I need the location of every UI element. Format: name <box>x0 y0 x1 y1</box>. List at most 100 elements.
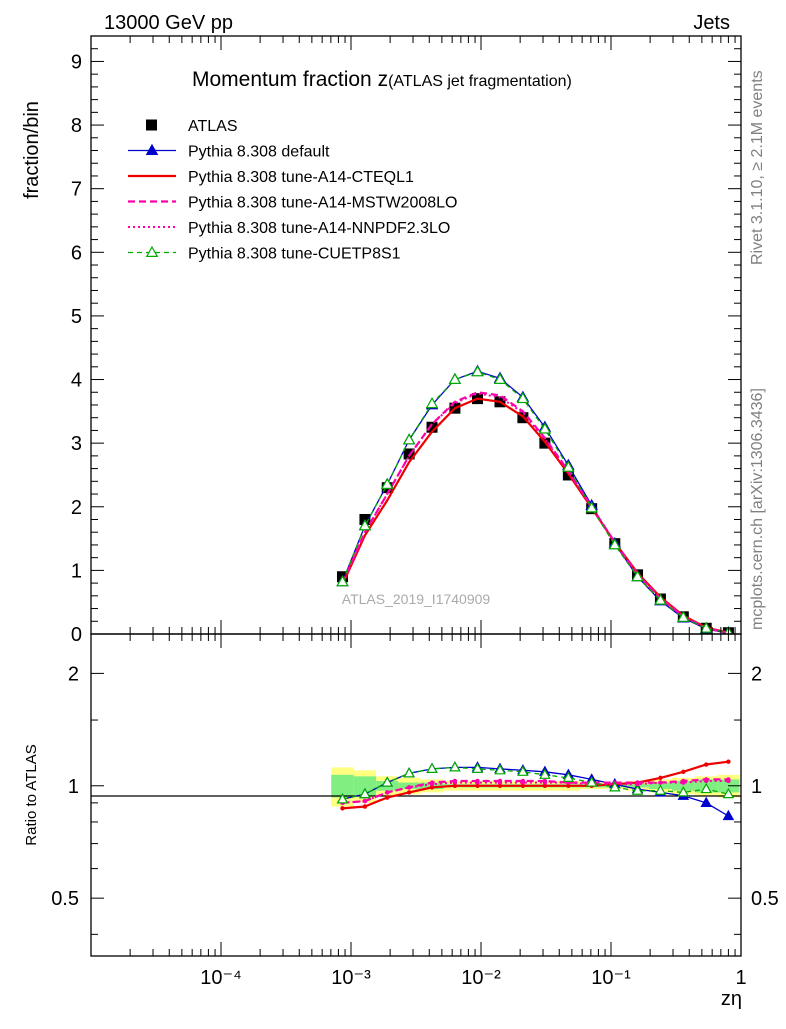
pythia-8-308-tune-a14-nnpdf2-3lo-ratio-point <box>658 780 663 785</box>
analysis-watermark: ATLAS_2019_I1740909 <box>342 591 491 607</box>
pythia-8-308-tune-a14-cteql1-ratio-point <box>566 783 571 788</box>
pythia-8-308-tune-cuetp8s1-point <box>699 621 713 633</box>
pythia-8-308-tune-a14-nnpdf2-3lo-ratio-point <box>681 780 686 785</box>
pythia-8-308-tune-a14-nnpdf2-3lo-ratio-point <box>452 780 458 785</box>
pythia-8-308-tune-cuetp8s1-point <box>677 610 690 622</box>
pythia-8-308-tune-cuetp8s1-ratio-point <box>677 786 690 797</box>
pythia-8-308-tune-a14-nnpdf2-3lo-ratio-point <box>475 780 480 785</box>
x-tick-label: 10⁻³ <box>331 967 371 989</box>
pythia-8-308-tune-cuetp8s1-point <box>631 570 644 582</box>
ratio-series-layer <box>336 759 735 821</box>
pythia-8-308-tune-cuetp8s1-ratio-point <box>654 784 667 795</box>
chart-title: Momentum fraction z(ATLAS jet fragmentat… <box>192 68 572 91</box>
pythia-8-308-tune-a14-cteql1-line <box>341 397 729 634</box>
main-y-tick-label: 0 <box>71 624 82 646</box>
pythia-8-308-tune-a14-cteql1-ratio-point <box>497 783 503 788</box>
pythia-8-308-tune-a14-mstw2008lo-ratio-line <box>342 778 729 804</box>
legend-label-pythia-8-308-tune-a14-nnpdf2-3lo: Pythia 8.308 tune-A14-NNPDF2.3LO <box>188 220 450 237</box>
main-y-tick-label: 9 <box>71 51 82 73</box>
legend-label-pythia-8-308-tune-a14-mstw2008lo: Pythia 8.308 tune-A14-MSTW2008LO <box>188 195 457 212</box>
chart-title-sub: (ATLAS jet fragmentation) <box>388 73 572 90</box>
pythia-8-308-tune-a14-cteql1-ratio-line <box>342 760 729 810</box>
pythia-8-308-tune-cuetp8s1-ratio-point <box>403 767 415 778</box>
legend-label-pythia-8-308-tune-cuetp8s1: Pythia 8.308 tune-CUETP8S1 <box>188 246 401 263</box>
ratio-panel-frame <box>90 633 742 957</box>
legend-label-pythia-8-308-tune-a14-cteql1: Pythia 8.308 tune-A14-CTEQL1 <box>188 169 414 186</box>
pythia-8-308-default-ratio-point <box>722 809 735 821</box>
rivet-label: Rivet 3.1.10, ≥ 2.1M events <box>749 70 766 265</box>
pythia-8-308-tune-cuetp8s1-ratio-point <box>336 793 349 804</box>
main-y-tick-label: 4 <box>71 370 82 392</box>
main-y-tick-label: 6 <box>71 242 82 264</box>
legend-marker-atlas <box>146 119 157 131</box>
header-right: Jets <box>693 12 730 34</box>
ratio-y-tick-label-left: 1 <box>68 776 79 798</box>
legend: ATLAS Pythia 8.308 default Pythia 8.308 tu… <box>128 118 457 263</box>
pythia-8-308-tune-cuetp8s1-ratio-point <box>700 782 712 794</box>
main-y-tick-label: 5 <box>71 306 82 328</box>
band-green-segment <box>671 780 695 791</box>
axes-layer: 0 1 2 3 4 5 6 7 8 9 0.5 0.5 1 1 2 2 10⁻⁴ 10⁻³ 10⁻² 10⁻¹ 1 <box>51 35 779 989</box>
pythia-8-308-tune-cuetp8s1-ratio-point <box>562 771 575 782</box>
ratio-y-tick-label-right: 1 <box>751 776 762 798</box>
pythia-8-308-tune-cuetp8s1-ratio-point <box>426 762 438 773</box>
ratio-y-tick-label-right: 2 <box>751 663 762 685</box>
pythia-8-308-tune-a14-nnpdf2-3lo-ratio-point <box>635 781 640 787</box>
band-green-segment <box>331 774 354 798</box>
atlas-point <box>403 448 415 460</box>
pythia-8-308-tune-cuetp8s1-point <box>336 575 349 587</box>
pythia-8-308-tune-a14-nnpdf2-3lo-ratio-point <box>542 780 548 785</box>
legend-label-pythia-8-308-default: Pythia 8.308 default <box>188 144 330 161</box>
x-tick-label: 10⁻¹ <box>591 967 631 989</box>
pythia-8-308-tune-cuetp8s1-ratio-point <box>609 781 621 792</box>
pythia-8-308-tune-cuetp8s1-ratio-point <box>517 765 529 776</box>
pythia-8-308-tune-cuetp8s1-point <box>654 593 667 605</box>
chart-title-main: Momentum fraction z <box>192 68 388 91</box>
pythia-8-308-tune-a14-cteql1-ratio-point <box>542 783 548 788</box>
ratio-y-tick-label-left: 0.5 <box>51 888 79 910</box>
pythia-8-308-tune-a14-cteql1-ratio-point <box>340 806 345 811</box>
pythia-8-308-default-ratio-point <box>700 796 712 807</box>
pythia-8-308-tune-cuetp8s1-point <box>493 372 507 384</box>
pythia-8-308-tune-cuetp8s1-ratio-point <box>381 776 394 787</box>
pythia-8-308-tune-a14-nnpdf2-3lo-ratio-point <box>362 798 368 804</box>
pythia-8-308-tune-cuetp8s1-point <box>358 519 372 531</box>
main-ylabel: fraction/bin <box>21 101 43 199</box>
pythia-8-308-tune-cuetp8s1-ratio-point <box>449 761 461 772</box>
main-y-tick-label: 7 <box>71 179 82 201</box>
pythia-8-308-tune-cuetp8s1-ratio-point <box>471 762 484 773</box>
pythia-8-308-tune-a14-cteql1-ratio-point <box>704 762 709 767</box>
main-y-tick-label: 8 <box>71 115 82 137</box>
legend-marker-pythia-8-308-tune-cuetp8s1 <box>145 245 159 257</box>
ratio-ylabel: Ratio to ATLAS <box>23 744 40 845</box>
mcplots-label: mcplots.cern.ch [arXiv:1306.3436] <box>749 388 766 630</box>
pythia-8-308-tune-a14-cteql1-ratio-point <box>362 804 368 809</box>
pythia-8-308-tune-cuetp8s1-point <box>562 460 575 472</box>
atlas-point <box>426 421 438 433</box>
pythia-8-308-tune-cuetp8s1-ratio-point <box>539 768 551 779</box>
pythia-8-308-tune-a14-cteql1-ratio-point <box>726 759 731 764</box>
pythia-8-308-tune-a14-nnpdf2-3lo-ratio-point <box>385 790 390 795</box>
pythia-8-308-tune-a14-cteql1-ratio-point <box>452 783 458 788</box>
pythia-8-308-tune-a14-cteql1-ratio-point <box>406 790 412 795</box>
pythia-8-308-tune-cuetp8s1-point <box>538 422 552 434</box>
x-tick-label: 10⁻² <box>461 967 501 989</box>
pythia-8-308-tune-a14-nnpdf2-3lo-ratio-point <box>497 780 503 785</box>
pythia-8-308-tune-cuetp8s1-ratio-point <box>631 784 644 795</box>
pythia-8-308-tune-a14-nnpdf2-3lo-ratio-point <box>520 780 526 785</box>
pythia-8-308-tune-cuetp8s1-point <box>425 396 439 409</box>
pythia-8-308-tune-cuetp8s1-point <box>585 501 598 513</box>
pythia-8-308-tune-a14-nnpdf2-3lo-ratio-point <box>726 778 731 784</box>
pythia-8-308-tune-a14-cteql1-ratio-point <box>520 783 526 788</box>
pythia-8-308-tune-a14-cteql1-ratio-point <box>429 785 435 790</box>
pythia-8-308-tune-cuetp8s1-point <box>516 391 530 404</box>
pythia-8-308-tune-cuetp8s1-point <box>380 477 394 489</box>
pythia-8-308-tune-a14-nnpdf2-3lo-ratio-point <box>704 778 709 784</box>
main-y-tick-label: 3 <box>71 433 82 455</box>
legend-marker-pythia-8-308-default <box>145 143 159 155</box>
pythia-8-308-tune-a14-cteql1-ratio-point <box>385 795 390 800</box>
pythia-8-308-tune-a14-cteql1-ratio-point <box>681 769 686 775</box>
pythia-8-308-tune-cuetp8s1-ratio-point <box>585 776 598 787</box>
